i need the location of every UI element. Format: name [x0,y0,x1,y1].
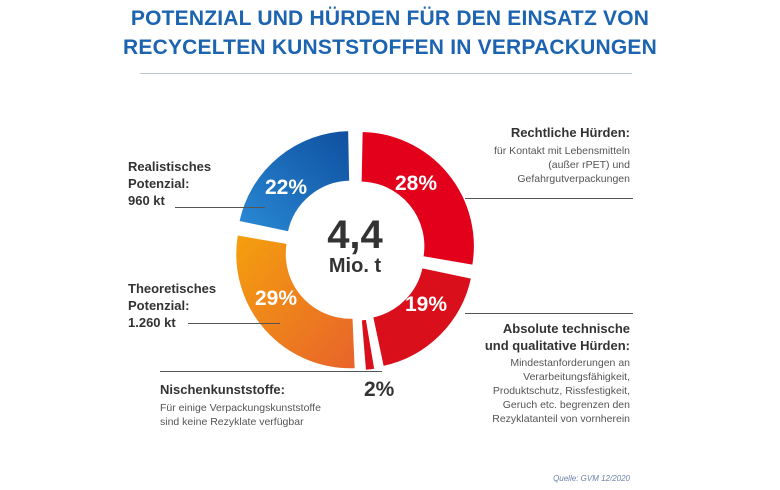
legal-leader-line [465,198,633,199]
theo-leader-line [188,323,280,324]
real-title-1: Realistisches [128,159,212,174]
real-leader-line [175,207,265,208]
real-title-2: Potenzial: [128,176,190,191]
source-note: Quelle: GVM 12/2020 [553,474,630,483]
center-value: 4,4 [327,213,383,257]
theo-amount: 1.260 kt [128,315,176,330]
niche-annotation: Nischenkunststoffe: Für einige Verpackun… [160,381,321,429]
legal-desc-2: (außer rPET) und [548,159,630,171]
tech-desc-5: Rezyklatanteil von vornherein [492,413,630,425]
tech-desc-1: Mindestanforderungen an [510,357,630,369]
title-line-2: RECYCELTEN KUNSTSTOFFEN IN VERPACKUNGEN [123,36,657,59]
tech-title-2: und qualitative Hürden: [484,338,630,353]
title-line-1: POTENZIAL UND HÜRDEN FÜR DEN EINSATZ VON [130,7,650,30]
pct-label-theo: 29% [255,287,298,310]
tech-leader-line [465,313,633,314]
chart-title: POTENZIAL UND HÜRDEN FÜR DEN EINSATZ VON… [0,4,780,62]
pct-label-legal: 28% [395,172,438,195]
tech-desc-4: Geruch etc. begrenzen den [502,399,630,411]
real-annotation: Realistisches Potenzial: 960 kt [128,158,211,209]
niche-title: Nischenkunststoffe: [160,382,285,397]
legal-annotation: Rechtliche Hürden: für Kontakt mit Leben… [430,124,630,186]
title-divider [140,73,632,74]
theo-title-2: Potenzial: [128,298,190,313]
center-unit: Mio. t [328,255,382,277]
tech-desc-3: Produktschutz, Rissfestigkeit, [492,385,630,397]
tech-annotation: Absolute technische und qualitative Hürd… [410,320,630,426]
slice-legal [360,130,476,267]
niche-leader-line [160,371,382,372]
slice-real [237,129,351,234]
legal-title: Rechtliche Hürden: [510,125,630,140]
legal-desc-3: Gefahrgutverpackungen [517,173,630,185]
slice-tech [371,266,473,368]
legal-desc-1: für Kontakt mit Lebensmitteln [494,145,630,157]
niche-desc-1: Für einige Verpackungskunststoffe [160,402,321,414]
pct-label-real: 22% [265,176,308,199]
tech-title-1: Absolute technische [502,321,630,336]
real-amount: 960 kt [128,193,165,208]
theo-title-1: Theoretisches [128,281,217,296]
slice-niche [360,318,376,372]
slice-theo [234,233,357,370]
niche-desc-2: sind keine Rezyklate verfügbar [160,416,304,428]
pct-label-niche: 2% [364,378,395,401]
donut-center: 4,4 Mio. t [305,215,405,277]
tech-desc-2: Verarbeitungsfähigkeit, [523,371,630,383]
pct-label-tech: 19% [405,293,448,316]
theo-annotation: Theoretisches Potenzial: 1.260 kt [128,280,216,331]
